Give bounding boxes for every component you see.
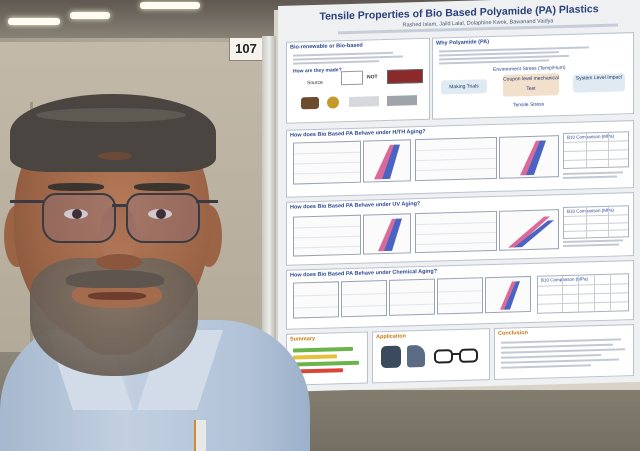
hair-grey-streak	[36, 108, 186, 122]
summary-bar-green	[293, 346, 353, 353]
oil-rig-image	[387, 68, 423, 84]
text-line	[501, 353, 601, 359]
text-line	[293, 60, 379, 65]
chem-plot-1	[293, 281, 339, 319]
intro-source-label: Source	[307, 79, 323, 87]
uv-plot-2	[363, 213, 411, 255]
earbuds-image	[381, 345, 401, 369]
chem-curve	[500, 281, 520, 310]
text-line	[501, 364, 591, 369]
research-poster: Tensile Properties of Bio Based Polyamid…	[278, 0, 640, 392]
glasses-arm	[196, 200, 218, 203]
text-line	[293, 55, 403, 61]
text-line	[563, 239, 623, 244]
text-line	[563, 171, 623, 176]
lips	[88, 292, 146, 300]
hth-plot-2	[363, 139, 411, 183]
hth-curve	[374, 144, 400, 180]
hth-table-header: B10 Comparison (MPa)	[567, 133, 615, 140]
tensile-label: Tensile Stress	[513, 101, 545, 109]
board-number-sign: 107	[229, 37, 263, 61]
text-line	[563, 243, 619, 248]
seed-image	[327, 96, 339, 109]
hth-section: How does Bio Based PA Behave under H/TH …	[286, 120, 634, 198]
left-lens	[42, 193, 116, 243]
right-eyebrow	[134, 183, 190, 191]
uv-plot-1	[293, 214, 361, 257]
conclusion-heading: Conclusion	[498, 330, 528, 337]
shoe-image	[407, 344, 425, 368]
uv-table: B10 Comparison (MPa)	[563, 205, 629, 240]
hth-table: B10 Comparison (MPa)	[563, 131, 629, 170]
ceiling-light	[8, 18, 60, 25]
conclusion-box: Conclusion	[494, 324, 634, 380]
hth-plot-3	[415, 136, 497, 182]
chemical-section: How does Bio Based PA Behave under Chemi…	[286, 260, 634, 330]
uv-heading: How does Bio Based PA Behave under UV Ag…	[290, 201, 421, 211]
summary-bar-yellow	[293, 354, 337, 360]
hth-curve	[520, 140, 546, 176]
text-line	[439, 59, 549, 65]
nostrils	[96, 254, 142, 270]
castor-beans-image	[301, 96, 319, 110]
chem-table-header: B10 Comparison (MPa)	[541, 276, 589, 283]
intro-question: How are they made?	[293, 67, 342, 75]
pellets-image	[349, 96, 379, 108]
mechanical-test-box: Coupon level mechanical Test	[503, 73, 559, 97]
chemical-heading: How does Bio Based PA Behave under Chemi…	[290, 268, 438, 279]
glasses-arm	[10, 200, 44, 203]
why-pa-heading: Why Polyamide (PA)	[436, 39, 490, 47]
hth-plot-1	[293, 140, 361, 185]
uv-curve	[378, 218, 402, 252]
hth-plot-4	[499, 135, 559, 179]
chem-plot-4	[437, 277, 483, 315]
intro-box: Bio-renewable or Bio-based How are they …	[286, 37, 430, 124]
chem-plot-5	[485, 275, 531, 314]
making-trials-box: Making Trials	[441, 79, 487, 95]
left-iris	[72, 209, 82, 219]
hth-heading: How does Bio Based PA Behave under H/TH …	[290, 128, 426, 139]
right-lens	[126, 193, 200, 243]
summary-bar-green	[293, 360, 359, 367]
right-iris	[156, 209, 166, 219]
chem-plot-2	[341, 279, 387, 318]
uv-section: How does Bio Based PA Behave under UV Ag…	[286, 192, 634, 266]
why-pa-box: Why Polyamide (PA) Environment Stress (T…	[432, 32, 634, 120]
eyeglasses-image	[434, 348, 478, 364]
system-impact-box: System Level Impact	[573, 73, 625, 93]
ceiling-light	[70, 12, 110, 19]
text-line	[501, 348, 625, 354]
text-line	[501, 358, 619, 364]
application-box: Application	[372, 328, 490, 384]
intro-heading: Bio-renewable or Bio-based	[290, 42, 363, 51]
glasses-bridge	[112, 204, 126, 207]
chem-table: B10 Comparison (MPa)	[537, 273, 629, 314]
hair	[10, 94, 216, 172]
part-image	[387, 95, 417, 106]
uv-plot-4	[499, 209, 559, 251]
text-line	[501, 343, 613, 349]
left-eyebrow	[48, 183, 104, 191]
uv-table-header: B10 Comparison (MPa)	[567, 207, 615, 214]
forehead-mark	[98, 152, 132, 160]
ceiling-light	[140, 2, 200, 9]
uv-curve	[508, 216, 554, 248]
lanyard	[194, 420, 206, 451]
environment-label: Environment Stress (Temp/Hum)	[493, 64, 566, 73]
text-line	[563, 175, 617, 180]
chem-plot-3	[389, 278, 435, 316]
summary-heading: Summary	[290, 335, 316, 343]
application-heading: Application	[376, 333, 406, 341]
uv-plot-3	[415, 210, 497, 254]
mustache	[66, 270, 164, 288]
intro-not: NOT	[367, 74, 378, 81]
plant-image	[341, 70, 363, 86]
